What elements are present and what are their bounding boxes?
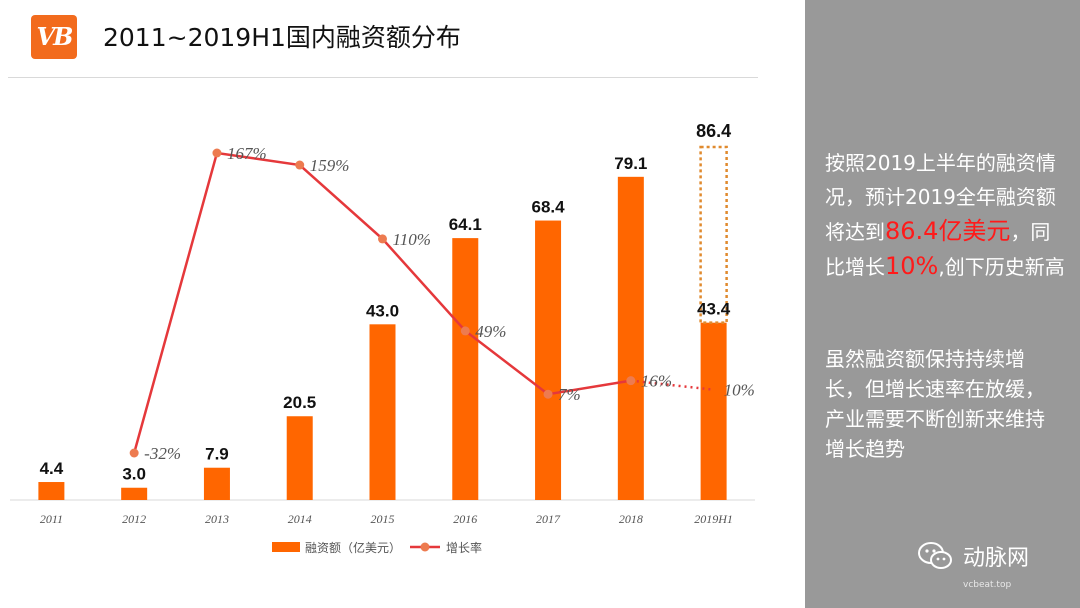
- growth-point-2012: [129, 448, 139, 458]
- rate-label-2019H1: 10%: [724, 381, 755, 400]
- x-tick-2019H1: 2019H1: [694, 512, 733, 526]
- trend-note: 虽然融资额保持持续增长，但增长速率在放缓，产业需要不断创新来维持增长趋势: [825, 347, 1045, 461]
- projection-label: 86.4: [696, 121, 731, 141]
- growth-point-2017: [543, 389, 553, 399]
- legend-swatch-bars: [272, 542, 300, 552]
- rate-label-2016: 49%: [475, 322, 506, 341]
- x-tick-2011: 2011: [40, 512, 63, 526]
- note-growth: 10%: [885, 252, 939, 280]
- bar-2014: [286, 416, 313, 500]
- note-amount: 86.4亿美元: [885, 217, 1011, 245]
- bar-2018: [617, 176, 644, 500]
- legend-label-line: 增长率: [446, 540, 482, 555]
- growth-point-2013: [212, 148, 222, 158]
- rate-label-2013: 167%: [227, 144, 267, 163]
- bar-label-2015: 43.0: [366, 301, 399, 320]
- rate-label-2014: 159%: [310, 156, 350, 175]
- bar-label-2018: 79.1: [614, 154, 647, 173]
- rate-label-2015: 110%: [393, 230, 431, 249]
- bar-label-2014: 20.5: [283, 393, 316, 412]
- rate-label-2012: -32%: [144, 444, 181, 463]
- bar-2016: [452, 238, 479, 500]
- bar-2011: [38, 482, 65, 500]
- bar-label-2016: 64.1: [449, 215, 482, 234]
- x-tick-2018: 2018: [619, 512, 643, 526]
- logo-text: VB: [36, 22, 74, 51]
- growth-rate-projection: [630, 379, 714, 391]
- growth-point-2014: [295, 160, 305, 170]
- x-tick-2016: 2016: [453, 512, 477, 526]
- note-suffix: ,创下历史新高: [938, 255, 1065, 279]
- watermark-url: vcbeat.top: [963, 580, 1012, 590]
- bar-2013: [203, 467, 230, 500]
- bar-2012: [121, 487, 148, 500]
- x-tick-2012: 2012: [122, 512, 146, 526]
- bar-label-2013: 7.9: [205, 445, 229, 464]
- bar-label-2011: 4.4: [40, 459, 64, 478]
- x-tick-2014: 2014: [288, 512, 312, 526]
- bar-label-2017: 68.4: [532, 198, 566, 217]
- financing-chart: 4.4 3.0 7.9 20.5 43.0 64.1 68.4 79.1 43.4 86.4 -32…: [10, 121, 755, 555]
- rate-label-2018: 16%: [641, 372, 672, 391]
- bar-label-2012: 3.0: [122, 465, 146, 484]
- growth-point-2018: [626, 376, 636, 386]
- wechat-icon: [918, 542, 952, 569]
- legend-marker-line: [420, 542, 430, 552]
- projection-outline: [699, 145, 728, 324]
- x-tick-2017: 2017: [536, 512, 561, 526]
- growth-point-2015: [378, 234, 387, 244]
- growth-point-2016: [460, 326, 470, 336]
- x-tick-2015: 2015: [371, 512, 395, 526]
- rate-label-2017: 7%: [558, 385, 581, 404]
- bar-2015: [369, 324, 396, 500]
- legend-label-bars: 融资额（亿美元）: [305, 540, 401, 555]
- brand-logo: VB: [31, 15, 77, 59]
- forecast-note: 按照2019上半年的融资情况，预计2019全年融资额将达到86.4亿美元，同比增…: [825, 146, 1065, 284]
- sidebar-panel: [805, 0, 1080, 608]
- title-divider: [8, 77, 758, 78]
- bar-2017: [535, 220, 562, 500]
- bar-label-2019H1: 43.4: [697, 300, 731, 319]
- page-title: 2011~2019H1国内融资额分布: [103, 23, 461, 52]
- note-prefix: 按照2019上半年的融资情况，预计2019全年融资额将达到: [825, 151, 1056, 244]
- x-tick-2013: 2013: [205, 512, 229, 526]
- note-mid: ，同比增长: [825, 220, 1051, 279]
- bar-2019H1: [700, 322, 727, 500]
- watermark-label: 动脉网: [963, 546, 1030, 571]
